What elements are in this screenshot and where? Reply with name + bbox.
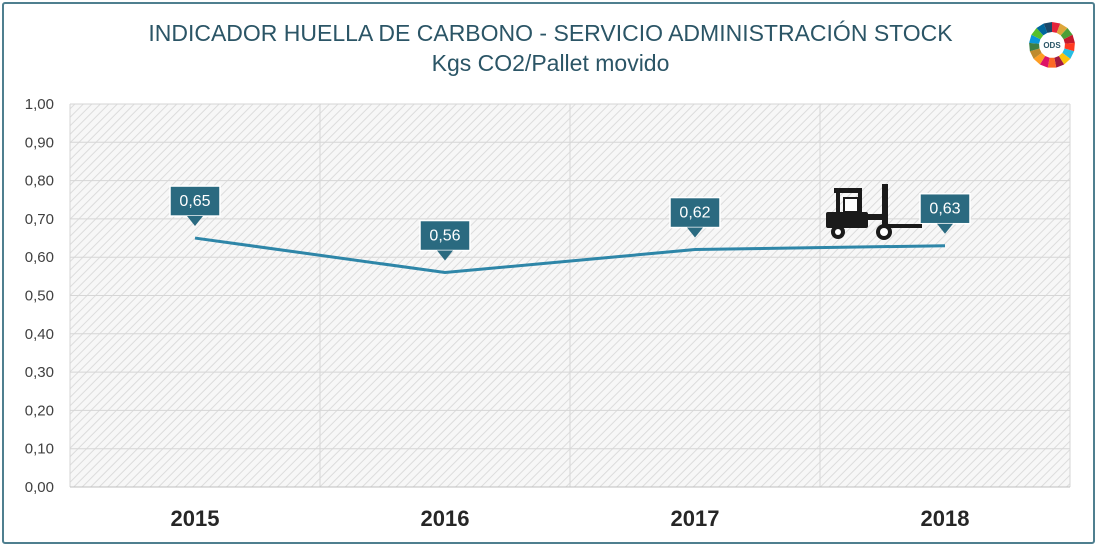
chart-title: INDICADOR HUELLA DE CARBONO - SERVICIO A… xyxy=(148,20,953,46)
data-label-box xyxy=(419,219,471,252)
series-line-path xyxy=(194,236,946,275)
data-label: 0,63 xyxy=(919,192,971,234)
series-line xyxy=(194,236,946,275)
ods-logo: ODS xyxy=(1029,22,1075,68)
chart-subtitle: Kgs CO2/Pallet movido xyxy=(431,50,670,76)
y-tick-label: 0,40 xyxy=(25,326,54,343)
data-label-box xyxy=(919,192,971,225)
x-tick-label: 2017 xyxy=(671,506,720,531)
ods-ring-segment xyxy=(1029,42,1040,52)
data-label: 0,65 xyxy=(169,185,221,227)
data-label-text: 0,65 xyxy=(179,193,210,210)
data-label: 0,62 xyxy=(669,196,721,238)
y-tick-label: 0,60 xyxy=(25,249,54,266)
ods-ring-segment xyxy=(1029,48,1042,59)
y-tick-label: 0,10 xyxy=(25,441,54,458)
y-tick-label: 0,90 xyxy=(25,134,54,151)
ods-ring-segment xyxy=(1062,48,1075,59)
data-label-pointer xyxy=(937,223,953,234)
x-tick-label: 2018 xyxy=(921,506,970,531)
ods-ring-segment xyxy=(1043,22,1052,33)
y-tick-label: 0,70 xyxy=(25,211,54,228)
ods-ring-segment xyxy=(1063,34,1075,44)
forklift-icon xyxy=(826,184,922,240)
y-tick-label: 0,00 xyxy=(25,479,54,496)
ods-ring-segment xyxy=(1064,42,1075,52)
x-tick-label: 2016 xyxy=(421,506,470,531)
y-tick-label: 0,80 xyxy=(25,173,54,190)
gridlines xyxy=(69,103,1071,488)
ods-ring-segment xyxy=(1029,34,1041,44)
data-label-text: 0,56 xyxy=(429,228,460,245)
data-label-pointer xyxy=(687,227,703,238)
data-label-text: 0,62 xyxy=(679,205,710,222)
x-tick-label: 2015 xyxy=(171,506,220,531)
data-label-pointer xyxy=(437,250,453,261)
data-labels: 0,65 0,56 0,62 0,63 xyxy=(169,185,971,261)
y-tick-label: 0,30 xyxy=(25,364,54,381)
ods-ring-segment xyxy=(1060,28,1073,40)
y-axis-ticks: 0,00 0,10 0,20 0,30 0,40 0,50 0,60 0,70 0,80 0,90… xyxy=(25,96,54,496)
ods-ring-segment xyxy=(1033,52,1046,65)
ods-ring-segment xyxy=(1052,22,1061,33)
ods-ring-segment xyxy=(1054,56,1065,68)
ods-ring-segment xyxy=(1056,23,1068,36)
ods-ring-segment xyxy=(1047,57,1057,68)
ods-ring-segment xyxy=(1058,52,1071,65)
data-label-box xyxy=(169,185,221,217)
y-tick-label: 0,20 xyxy=(25,402,54,419)
data-label-text: 0,63 xyxy=(929,201,960,218)
ods-ring-segment xyxy=(1036,23,1048,36)
ods-ring-segment xyxy=(1031,28,1044,40)
y-tick-label: 1,00 xyxy=(25,96,54,113)
data-label-pointer xyxy=(187,216,203,227)
x-axis-ticks: 2015 2016 2017 2018 xyxy=(171,506,970,531)
ods-ring-segment xyxy=(1039,56,1050,68)
data-label: 0,56 xyxy=(419,219,471,261)
y-tick-label: 0,50 xyxy=(25,288,54,305)
ods-label: ODS xyxy=(1043,41,1061,50)
